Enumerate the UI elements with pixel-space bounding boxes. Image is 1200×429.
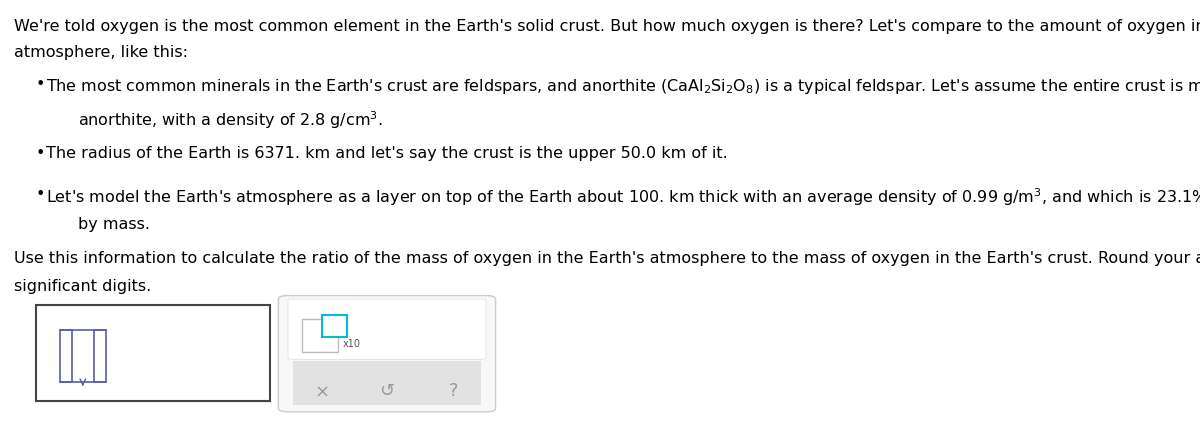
Bar xyxy=(302,320,338,352)
Text: atmosphere, like this:: atmosphere, like this: xyxy=(14,45,188,60)
Bar xyxy=(60,330,72,382)
Text: by mass.: by mass. xyxy=(78,217,150,232)
Bar xyxy=(36,305,270,401)
Bar xyxy=(323,314,348,337)
Text: Let's model the Earth's atmosphere as a layer on top of the Earth about 100. km : Let's model the Earth's atmosphere as a … xyxy=(46,187,1200,208)
Text: significant digits.: significant digits. xyxy=(14,279,151,294)
Text: •: • xyxy=(36,187,46,202)
Bar xyxy=(293,361,481,405)
Text: anorthite, with a density of 2.8 g/cm$^3$.: anorthite, with a density of 2.8 g/cm$^3… xyxy=(78,109,383,131)
Text: x10: x10 xyxy=(343,339,361,350)
Bar xyxy=(94,330,106,382)
FancyBboxPatch shape xyxy=(278,296,496,412)
Text: The most common minerals in the Earth's crust are feldspars, and anorthite $\lef: The most common minerals in the Earth's … xyxy=(46,77,1200,96)
Text: •: • xyxy=(36,77,46,92)
FancyBboxPatch shape xyxy=(288,299,486,360)
Text: $\times$: $\times$ xyxy=(313,382,329,400)
Text: ↺: ↺ xyxy=(379,382,395,400)
Text: We're told oxygen is the most common element in the Earth's solid crust. But how: We're told oxygen is the most common ele… xyxy=(14,19,1200,34)
Text: •: • xyxy=(36,146,46,161)
Text: The radius of the Earth is 6371. km and let's say the crust is the upper 50.0 km: The radius of the Earth is 6371. km and … xyxy=(46,146,727,161)
Text: Use this information to calculate the ratio of the mass of oxygen in the Earth's: Use this information to calculate the ra… xyxy=(14,251,1200,266)
Text: ?: ? xyxy=(449,382,457,400)
